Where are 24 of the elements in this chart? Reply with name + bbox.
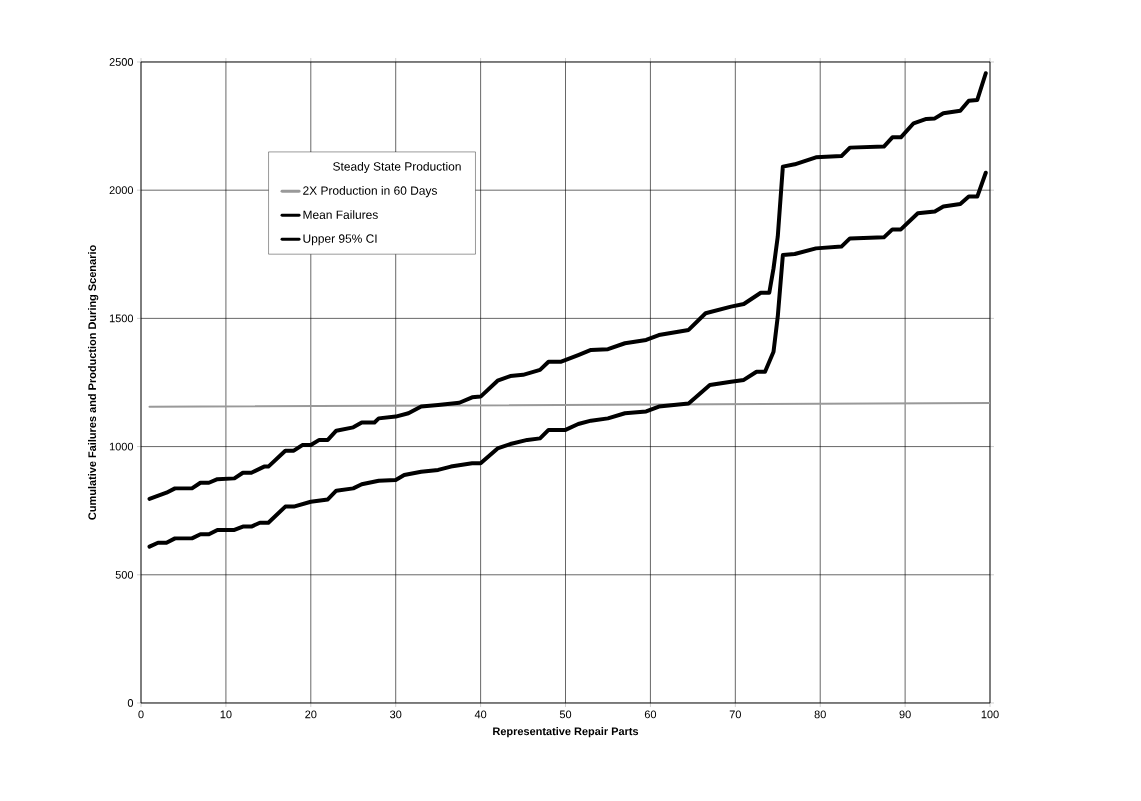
x-tick-label: 90 [899,710,911,719]
legend-title: Steady State Production [333,161,461,174]
x-tick-label: 70 [729,710,741,719]
x-tick-label: 100 [981,710,999,719]
y-tick-label: 500 [115,570,134,579]
legend-label: Mean Failures [303,210,378,219]
line-series [147,71,988,501]
y-tick-label: 2000 [109,186,134,195]
y-tick-label: 1500 [109,314,134,323]
x-tick-label: 50 [559,710,572,719]
x-tick-label: 40 [474,710,487,719]
x-tick-label: 10 [220,710,232,719]
y-tick-label: 2500 [109,58,134,66]
y-tick-label: 0 [127,699,134,707]
x-axis-title: Representative Repair Parts [493,727,639,738]
x-tick-label: 80 [814,710,826,719]
x-tick-label: 0 [138,710,144,719]
legend-label: 2X Production in 60 Days [303,186,437,198]
x-tick-label: 60 [644,710,657,719]
y-tick-label: 1000 [109,442,134,451]
y-axis-title: Cumulative Failures and Production During Scenario [88,245,99,520]
x-tick-label: 30 [390,710,402,719]
legend-label: Upper 95% CI [303,234,377,246]
x-tick-label: 20 [305,710,317,719]
